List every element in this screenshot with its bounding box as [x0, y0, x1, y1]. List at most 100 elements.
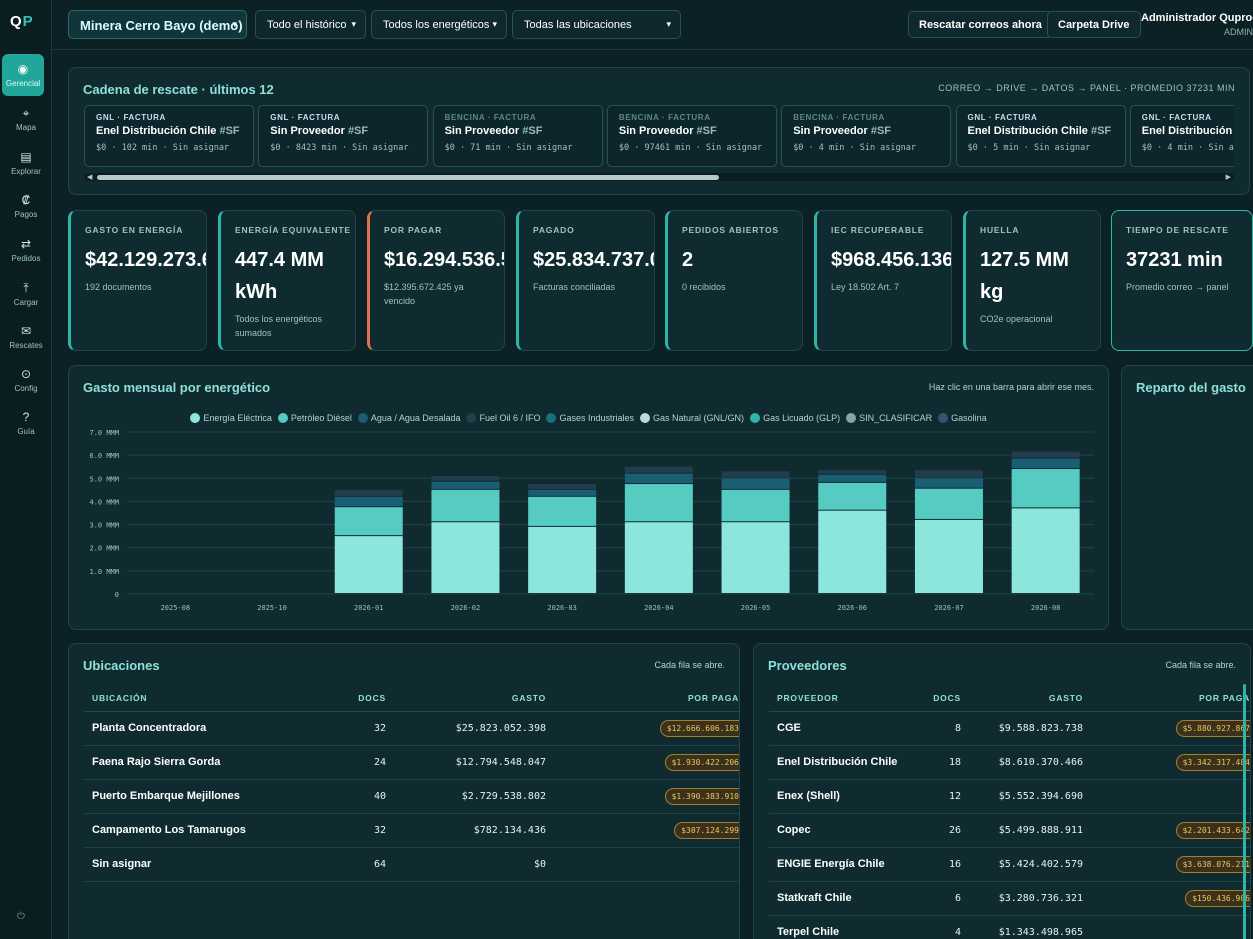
bar-segment[interactable]	[914, 488, 983, 519]
legend-item[interactable]: Gases Industriales	[546, 413, 634, 423]
sidebar-item-rescates[interactable]: ✉ Rescates	[0, 324, 52, 350]
scrollbar-thumb[interactable]	[97, 175, 719, 180]
bar-segment[interactable]	[528, 526, 597, 593]
energy-select[interactable]: Todos los energéticos ▾	[371, 10, 507, 39]
sidebar-item-config[interactable]: ⊙ Config	[0, 367, 52, 393]
table-row[interactable]: Statkraft Chile 6 $3.280.736.321 $150.436.9…	[769, 881, 1250, 916]
column-header[interactable]: PROVEEDOR	[769, 686, 919, 712]
vertical-scrollbar[interactable]	[1243, 684, 1246, 939]
sidebar-item-guia[interactable]: ? Guía	[0, 410, 52, 436]
bar-segment[interactable]	[431, 475, 500, 481]
bar-segment[interactable]	[1011, 508, 1080, 593]
sidebar-item-gerencial[interactable]: ◉ Gerencial	[2, 54, 44, 96]
sidebar-item-mapa[interactable]: ⌖ Mapa	[0, 106, 52, 132]
bar-segment[interactable]	[914, 519, 983, 593]
column-header[interactable]: POR PAGAR	[1091, 686, 1250, 712]
legend-item[interactable]: Agua / Agua Desalada	[357, 413, 460, 423]
bar-segment[interactable]	[914, 478, 983, 488]
rescue-card[interactable]: GNL · FACTURA Enel Distribución Chile #SF…	[955, 105, 1126, 167]
bar-segment[interactable]	[624, 473, 693, 484]
bar-segment[interactable]	[1011, 458, 1080, 469]
bar-segment[interactable]	[624, 522, 693, 593]
legend-item[interactable]: Gas Natural (GNL/GN)	[640, 413, 744, 423]
column-header[interactable]: DOCS	[344, 686, 394, 712]
bar-segment[interactable]	[721, 471, 790, 478]
kpi-card[interactable]: ENERGÍA EQUIVALENTE 447.4 MM kWh Todos los…	[218, 210, 356, 351]
sidebar-item-cargar[interactable]: ⤒ Cargar	[0, 281, 52, 307]
column-header[interactable]: UBICACIÓN	[84, 686, 344, 712]
kpi-card[interactable]: POR PAGAR $16.294.536.525 $12.395.672.425 …	[367, 210, 505, 351]
column-header[interactable]: GASTO	[394, 686, 554, 712]
kpi-card[interactable]: HUELLA 127.5 MM kg CO2e operacional	[963, 210, 1101, 351]
table-row[interactable]: Campamento Los Tamarugos 32 $782.134.436 $3…	[84, 813, 739, 848]
table-row[interactable]: Enel Distribución Chile 18 $8.610.370.466 $…	[769, 745, 1250, 780]
bar-segment[interactable]	[528, 496, 597, 526]
bar-segment[interactable]	[431, 481, 500, 489]
column-header[interactable]: DOCS	[919, 686, 969, 712]
rescue-card[interactable]: GNL · FACTURA Sin Proveedor #SF $0 · 8423 …	[258, 105, 429, 167]
table-row[interactable]: ENGIE Energía Chile 16 $5.424.402.579 $3.63…	[769, 847, 1250, 882]
kpi-card[interactable]: TIEMPO DE RESCATE 37231 min Promedio corre…	[1111, 210, 1253, 351]
bar-segment[interactable]	[528, 484, 597, 489]
bar-segment[interactable]	[334, 496, 403, 507]
sidebar-item-pagos[interactable]: ₡ Pagos	[0, 193, 52, 219]
legend-item[interactable]: Petróleo Diésel	[277, 413, 352, 423]
legend-item[interactable]: SIN_CLASIFICAR	[846, 413, 932, 423]
rescue-card[interactable]: BENCINA · FACTURA Sin Proveedor #SF $0 · 4…	[781, 105, 952, 167]
bar-segment[interactable]	[1011, 469, 1080, 508]
app-logo[interactable]: QP	[10, 13, 34, 30]
column-header[interactable]: POR PAGAR	[554, 686, 739, 712]
location-select[interactable]: Todas las ubicaciones ▾	[512, 10, 681, 39]
user-menu[interactable]: Administrador Quproc ADMIN	[1141, 12, 1253, 37]
bar-segment[interactable]	[624, 484, 693, 522]
legend-item[interactable]: Fuel Oil 6 / IFO	[466, 413, 540, 423]
table-row[interactable]: CGE 8 $9.588.823.738 $5.880.927.867	[769, 711, 1250, 746]
table-row[interactable]: Copec 26 $5.499.888.911 $2.201.433.642	[769, 813, 1250, 848]
sidebar-item-explorar[interactable]: ▤ Explorar	[0, 150, 52, 176]
table-row[interactable]: Terpel Chile 4 $1.343.498.965	[769, 915, 1250, 939]
bar-segment[interactable]	[431, 489, 500, 522]
horizontal-scrollbar[interactable]: ◀ ▶	[84, 173, 1234, 181]
kpi-card[interactable]: IEC RECUPERABLE $968.456.136 Ley 18.502 Ar…	[814, 210, 952, 351]
rescue-card[interactable]: GNL · FACTURA Enel Distribución Chile #SF…	[84, 105, 254, 167]
bar-segment[interactable]	[818, 474, 887, 482]
bar-segment[interactable]	[818, 470, 887, 474]
bar-segment[interactable]	[334, 507, 403, 536]
bar-segment[interactable]	[334, 536, 403, 593]
bar-segment[interactable]	[818, 510, 887, 593]
kpi-card[interactable]: PEDIDOS ABIERTOS 2 0 recibidos	[665, 210, 803, 351]
bar-segment[interactable]	[818, 482, 887, 510]
kpi-card[interactable]: GASTO EN ENERGÍA $42.129.273.683 192 docum…	[68, 210, 207, 351]
legend-item[interactable]: Energía Eléctrica	[190, 413, 272, 423]
period-select[interactable]: Todo el histórico ▾	[255, 10, 366, 39]
bar-segment[interactable]	[1011, 451, 1080, 458]
power-icon[interactable]: ⏻	[17, 911, 25, 922]
rescue-card[interactable]: GNL · FACTURA Enel Distribución Chile #SF…	[1129, 105, 1234, 167]
table-row[interactable]: Faena Rajo Sierra Gorda 24 $12.794.548.047…	[84, 745, 739, 780]
rescue-card[interactable]: BENCINA · FACTURA Sin Proveedor #SF $0 · 7…	[432, 105, 603, 167]
bar-segment[interactable]	[721, 522, 790, 593]
table-row[interactable]: Puerto Embarque Mejillones 40 $2.729.538.8…	[84, 779, 739, 814]
kpi-card[interactable]: PAGADO $25.834.737.070 Facturas conciliada…	[516, 210, 655, 351]
drive-folder-button[interactable]: Carpeta Drive	[1047, 11, 1141, 38]
scroll-left-icon[interactable]: ◀	[87, 174, 93, 181]
bar-segment[interactable]	[721, 489, 790, 522]
bar-segment[interactable]	[528, 489, 597, 496]
bar-segment[interactable]	[721, 478, 790, 489]
table-row[interactable]: Planta Concentradora 32 $25.823.052.398 $12…	[84, 711, 739, 746]
stacked-bar-chart[interactable]: 0 1.0 MMM 2.0 MMM 3.0 MMM 4.0 MMM 5.0 MMM 6.0 …	[69, 366, 1109, 630]
sidebar-item-pedidos[interactable]: ⇄ Pedidos	[0, 237, 52, 263]
column-header[interactable]: GASTO	[969, 686, 1091, 712]
bar-segment[interactable]	[431, 522, 500, 593]
legend-item[interactable]: Gas Licuado (GLP)	[750, 413, 840, 423]
rescue-card[interactable]: BENCINA · FACTURA Sin Proveedor #SF $0 · 9…	[606, 105, 777, 167]
bar-segment[interactable]	[624, 466, 693, 473]
company-select[interactable]: Minera Cerro Bayo (demo) ▾	[68, 10, 247, 39]
bar-segment[interactable]	[914, 470, 983, 478]
table-row[interactable]: Enex (Shell)12$5.552.394.690–	[769, 779, 1250, 814]
legend-item[interactable]: Gasolina	[938, 413, 987, 423]
scroll-right-icon[interactable]: ▶	[1225, 174, 1231, 181]
rescue-emails-button[interactable]: Rescatar correos ahora	[908, 11, 1053, 38]
bar-segment[interactable]	[334, 489, 403, 496]
